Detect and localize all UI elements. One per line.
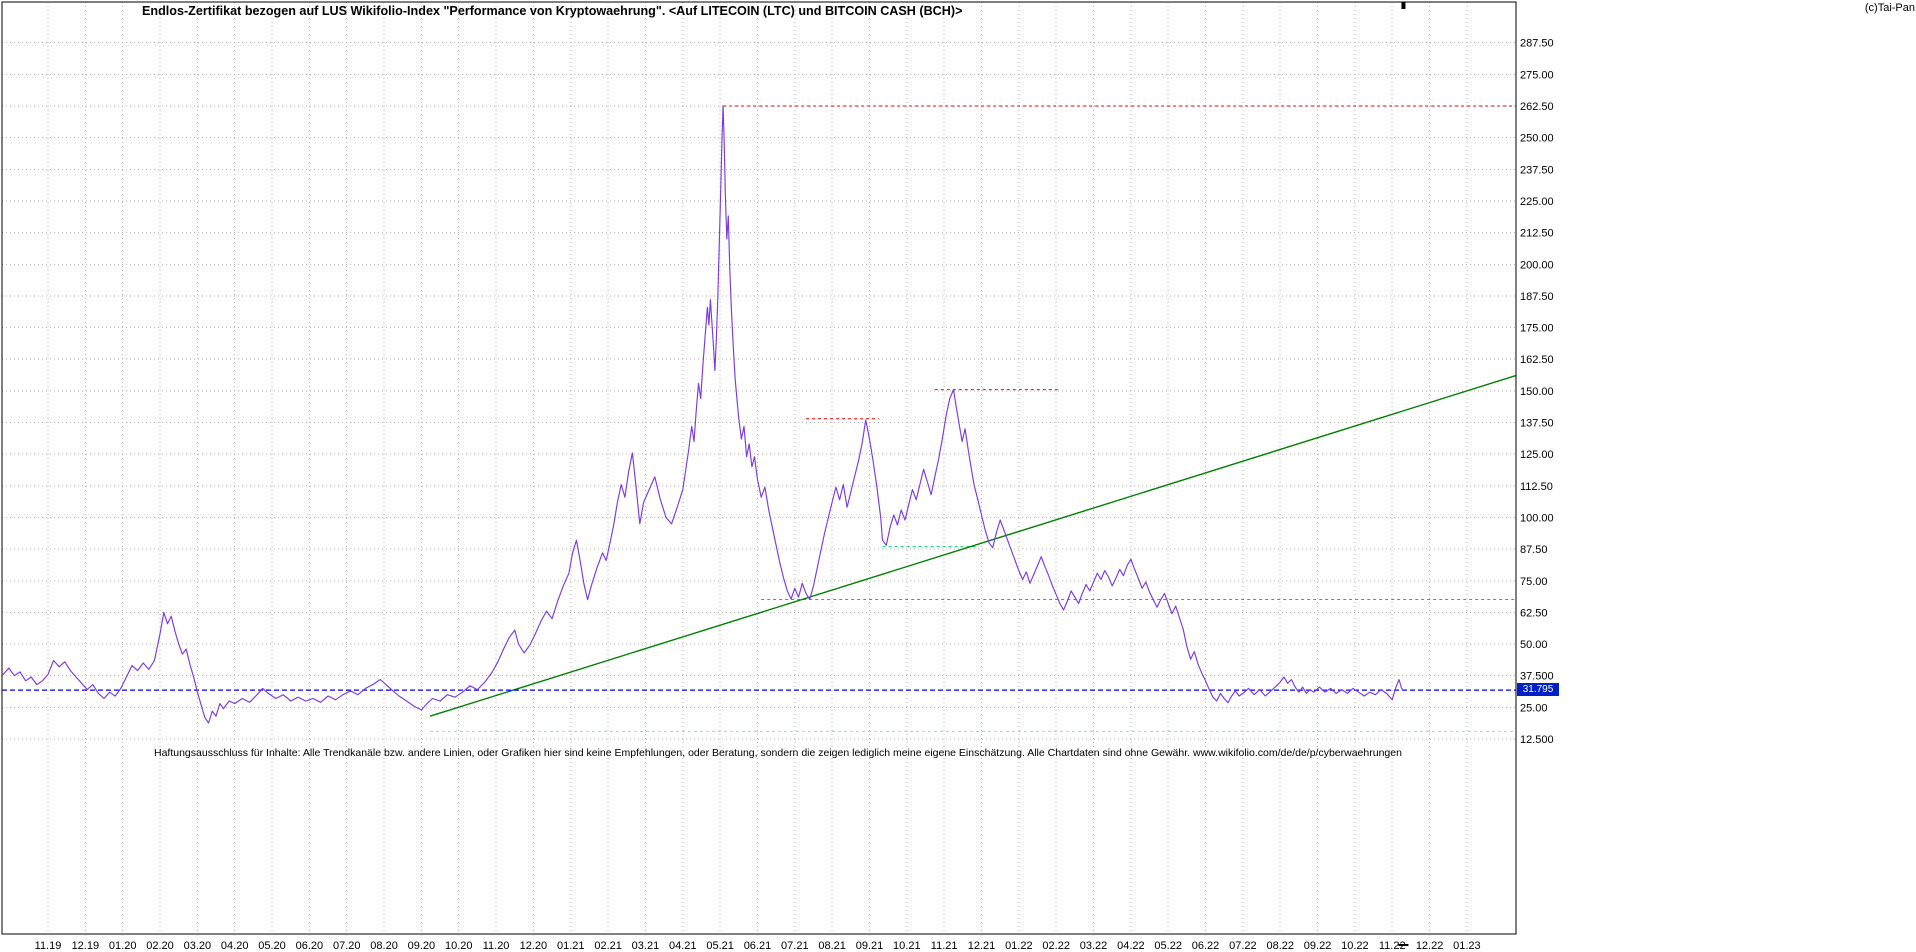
x-tick-label: 09.21 [856, 940, 884, 952]
y-tick-label: 12.500 [1520, 734, 1554, 746]
x-tick-label: 04.22 [1117, 940, 1145, 952]
price-line [2, 105, 1404, 724]
last-date-marker-top [1401, 2, 1406, 9]
x-tick-label: 02.22 [1042, 940, 1070, 952]
x-tick-label: 02.21 [594, 940, 622, 952]
x-tick-label: 10.22 [1341, 940, 1369, 952]
x-tick-label: 06.20 [296, 940, 324, 952]
x-tick-label: 12.21 [968, 940, 996, 952]
x-tick-label: 08.20 [370, 940, 398, 952]
x-tick-label: 06.21 [744, 940, 772, 952]
y-tick-label: 250.00 [1520, 133, 1554, 145]
trend-line [429, 374, 1516, 717]
x-tick-label: 10.21 [893, 940, 921, 952]
x-tick-label: 02.20 [146, 940, 174, 952]
x-tick-label: 01.20 [109, 940, 137, 952]
x-tick-label: 08.22 [1266, 940, 1294, 952]
x-tick-label: 12.19 [72, 940, 100, 952]
y-tick-label: 50.00 [1520, 639, 1548, 651]
x-tick-label: 09.22 [1304, 940, 1332, 952]
y-tick-label: 212.50 [1520, 228, 1554, 240]
x-tick-label: 11.20 [483, 940, 510, 952]
taipan-watermark: (c)Tai-Pan [1864, 2, 1915, 14]
y-tick-label: 75.00 [1520, 576, 1548, 588]
x-tick-label: 10.20 [445, 940, 473, 952]
x-tick-label: 09.20 [408, 940, 436, 952]
y-tick-label: 62.50 [1520, 607, 1548, 619]
x-tick-label: 01.21 [557, 940, 585, 952]
y-tick-label: 137.50 [1520, 418, 1554, 430]
x-tick-label: 04.21 [669, 940, 697, 952]
x-tick-label: 11.19 [35, 940, 62, 952]
y-tick-label: 150.00 [1520, 386, 1554, 398]
y-tick-label: 225.00 [1520, 196, 1554, 208]
x-tick-label: 08.21 [818, 940, 846, 952]
last-price-badge: 31.795 [1517, 683, 1559, 697]
y-tick-label: 112.50 [1520, 481, 1553, 493]
y-tick-label: 125.00 [1520, 449, 1554, 461]
x-tick-label: 01.23 [1453, 940, 1481, 952]
disclaimer-text: Haftungsausschluss für Inhalte: Alle Tre… [154, 747, 1402, 759]
y-tick-label: 37.500 [1520, 671, 1554, 683]
last-date-marker-bottom [1398, 944, 1409, 946]
x-tick-label: 07.22 [1229, 940, 1257, 952]
x-tick-label: 05.22 [1154, 940, 1182, 952]
y-tick-label: 87.50 [1520, 544, 1548, 556]
chart-title: Endlos-Zertifikat bezogen auf LUS Wikifo… [142, 4, 963, 18]
y-tick-label: 175.00 [1520, 323, 1554, 335]
y-tick-label: 100.00 [1520, 512, 1554, 524]
x-tick-label: 03.20 [184, 940, 212, 952]
x-tick-label: 05.21 [706, 940, 734, 952]
plot-frame [1, 1, 1517, 935]
x-tick-label: 07.20 [333, 940, 361, 952]
y-tick-label: 287.50 [1520, 38, 1554, 50]
y-tick-label: 262.50 [1520, 101, 1554, 113]
x-tick-label: 12.20 [520, 940, 548, 952]
x-tick-label: 12.22 [1416, 940, 1444, 952]
x-tick-label: 03.22 [1080, 940, 1108, 952]
x-tick-label: 04.20 [221, 940, 249, 952]
x-tick-label: 01.22 [1005, 940, 1033, 952]
x-tick-label: 11.21 [931, 940, 958, 952]
y-tick-label: 162.50 [1520, 354, 1554, 366]
x-tick-label: 05.20 [258, 940, 286, 952]
y-tick-label: 200.00 [1520, 259, 1554, 271]
x-tick-label: 07.21 [781, 940, 809, 952]
y-tick-label: 187.50 [1520, 291, 1554, 303]
x-tick-label: 03.21 [632, 940, 660, 952]
x-tick-label: 11.22 [1379, 940, 1406, 952]
y-tick-label: 275.00 [1520, 69, 1554, 81]
x-tick-label: 06.22 [1192, 940, 1220, 952]
y-tick-label: 25.00 [1520, 702, 1548, 714]
y-tick-label: 237.50 [1520, 164, 1554, 176]
